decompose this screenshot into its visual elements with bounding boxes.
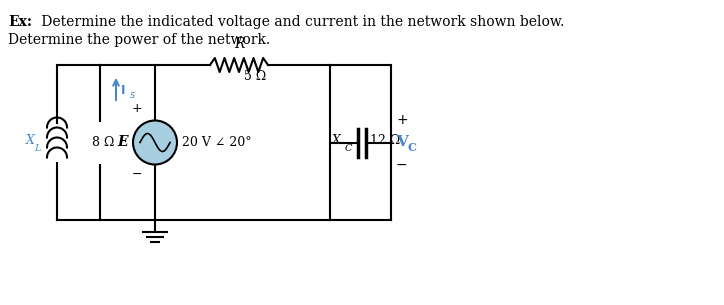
Text: +: + bbox=[396, 113, 408, 127]
Text: −: − bbox=[396, 157, 408, 171]
Text: +: + bbox=[132, 102, 143, 114]
Text: Determine the power of the network.: Determine the power of the network. bbox=[8, 33, 270, 47]
Text: 12 Ω: 12 Ω bbox=[370, 134, 400, 147]
Text: C: C bbox=[407, 142, 416, 153]
Text: Determine the indicated voltage and current in the network shown below.: Determine the indicated voltage and curr… bbox=[37, 15, 565, 29]
Text: s: s bbox=[130, 90, 135, 100]
Circle shape bbox=[133, 120, 177, 164]
Text: X: X bbox=[332, 134, 340, 147]
Text: $\mathbf{I}$: $\mathbf{I}$ bbox=[120, 84, 125, 98]
Text: Ex:: Ex: bbox=[8, 15, 32, 29]
Text: E: E bbox=[117, 135, 128, 149]
Text: R: R bbox=[234, 37, 244, 51]
Text: X: X bbox=[25, 134, 35, 147]
Text: C: C bbox=[344, 144, 352, 153]
Text: L: L bbox=[34, 144, 41, 153]
Text: 8 Ω: 8 Ω bbox=[92, 136, 114, 149]
Text: V: V bbox=[396, 135, 408, 149]
Text: 20 V ∠ 20°: 20 V ∠ 20° bbox=[182, 136, 252, 149]
Text: 5 Ω: 5 Ω bbox=[244, 70, 266, 83]
Text: −: − bbox=[132, 167, 142, 181]
